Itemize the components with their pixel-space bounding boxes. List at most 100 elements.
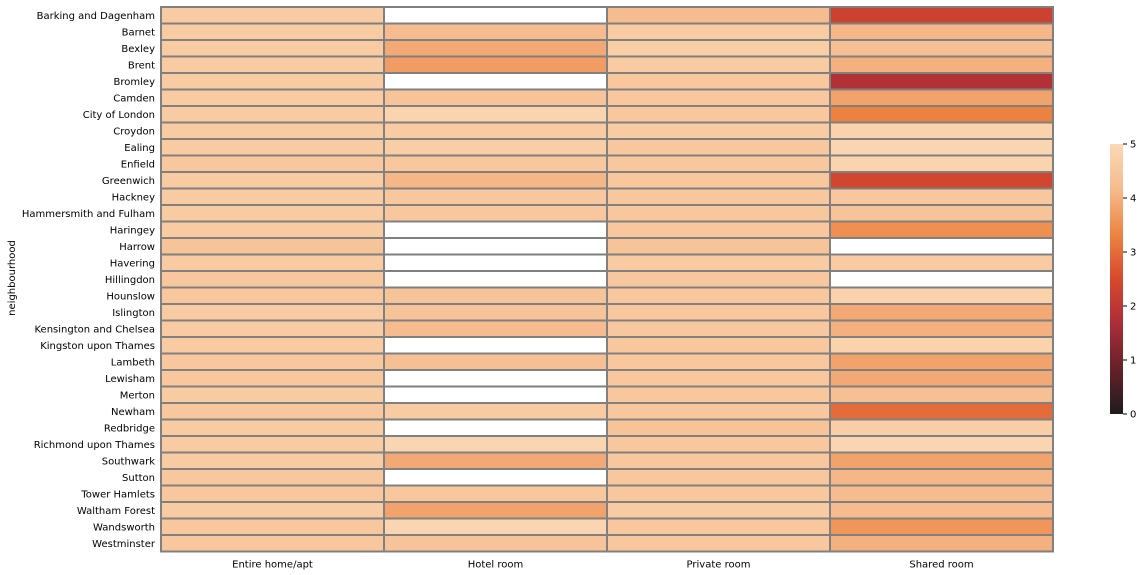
heatmap-cell [383, 187, 608, 206]
heatmap-cell [606, 418, 831, 437]
heatmap-cell [606, 303, 831, 322]
heatmap-cell [829, 303, 1054, 322]
heatmap-cell [829, 187, 1054, 206]
row-label: Bromley [114, 77, 156, 88]
heatmap-cell [829, 154, 1054, 173]
heatmap-cell [383, 22, 608, 41]
column-label: Hotel room [468, 560, 524, 571]
heatmap-cell [160, 171, 385, 190]
heatmap-cell [383, 352, 608, 371]
heatmap-cell [160, 39, 385, 58]
row-label: Redbridge [104, 423, 155, 434]
heatmap-cell [160, 253, 385, 272]
heatmap-cell [829, 319, 1054, 338]
heatmap-cell [383, 204, 608, 223]
heatmap-cell [160, 22, 385, 41]
heatmap-cell [383, 55, 608, 74]
row-label: Southwark [102, 456, 155, 467]
heatmap-cells [160, 6, 1054, 553]
heatmap-cell [383, 138, 608, 157]
row-label: Kensington and Chelsea [34, 324, 155, 335]
heatmap-cell [829, 517, 1054, 536]
row-label: Barking and Dagenham [37, 11, 155, 22]
heatmap-cell [829, 501, 1054, 520]
row-label: Harrow [119, 242, 155, 253]
heatmap-cell [829, 270, 1054, 289]
heatmap-cell [829, 22, 1054, 41]
row-label: Lewisham [105, 374, 155, 385]
heatmap-cell [606, 171, 831, 190]
heatmap-cell [829, 88, 1054, 107]
heatmap-cell [160, 501, 385, 520]
heatmap-cell [829, 484, 1054, 503]
y-axis-label: neighbourhood [7, 240, 18, 316]
heatmap-cell [606, 237, 831, 256]
heatmap-cell [160, 72, 385, 91]
heatmap-cell [829, 105, 1054, 124]
heatmap-cell [383, 39, 608, 58]
heatmap-cell [606, 88, 831, 107]
heatmap-cell [829, 220, 1054, 239]
row-label: Merton [120, 390, 155, 401]
row-label: Kingston upon Thames [40, 341, 155, 352]
row-label: Wandsworth [93, 522, 155, 533]
heatmap-cell [160, 517, 385, 536]
heatmap-cell [160, 534, 385, 553]
row-label: Croydon [113, 126, 155, 137]
colorbar-tick-label: 3 [1130, 248, 1136, 259]
heatmap-cell [383, 220, 608, 239]
heatmap-cell [383, 121, 608, 140]
heatmap-cell [383, 105, 608, 124]
column-labels: Entire home/apt Hotel room Private room Sha… [232, 560, 973, 571]
heatmap-cell [160, 319, 385, 338]
row-label: Hounslow [106, 291, 155, 302]
heatmap-cell [160, 138, 385, 157]
heatmap-cell [829, 435, 1054, 454]
row-label: Ealing [124, 143, 155, 154]
heatmap-cell [606, 253, 831, 272]
heatmap-cell [829, 39, 1054, 58]
heatmap-cell [606, 154, 831, 173]
heatmap-cell [383, 72, 608, 91]
heatmap-cell [160, 270, 385, 289]
heatmap-cell [383, 369, 608, 388]
heatmap-cell [383, 88, 608, 107]
heatmap-cell [606, 6, 831, 25]
heatmap-cell [829, 204, 1054, 223]
heatmap-cell [383, 468, 608, 487]
heatmap-cell [829, 468, 1054, 487]
heatmap-cell [606, 39, 831, 58]
heatmap-cell [606, 484, 831, 503]
heatmap-cell [829, 385, 1054, 404]
heatmap-cell [606, 319, 831, 338]
heatmap-cell [160, 6, 385, 25]
row-label: Richmond upon Thames [34, 440, 155, 451]
heatmap-cell [383, 385, 608, 404]
heatmap-cell [383, 171, 608, 190]
heatmap-cell [160, 451, 385, 470]
heatmap-cell [606, 220, 831, 239]
row-label: Camden [113, 93, 155, 104]
heatmap-cell [606, 534, 831, 553]
heatmap-cell [829, 6, 1054, 25]
heatmap-cell [606, 501, 831, 520]
colorbar [1110, 144, 1123, 414]
heatmap-cell [606, 451, 831, 470]
heatmap-cell [829, 402, 1054, 421]
heatmap-cell [829, 171, 1054, 190]
heatmap-cell [829, 237, 1054, 256]
heatmap-cell [606, 121, 831, 140]
heatmap-cell [829, 121, 1054, 140]
heatmap-cell [829, 336, 1054, 355]
heatmap-cell [160, 187, 385, 206]
row-label: Islington [112, 308, 155, 319]
heatmap-cell [606, 138, 831, 157]
heatmap-cell [606, 336, 831, 355]
row-label: Hammersmith and Fulham [22, 209, 155, 220]
heatmap-cell [606, 187, 831, 206]
heatmap-cell [606, 468, 831, 487]
row-label: Lambeth [111, 357, 155, 368]
heatmap-cell [829, 286, 1054, 305]
colorbar-tick-label: 2 [1130, 302, 1136, 313]
heatmap-cell [160, 385, 385, 404]
